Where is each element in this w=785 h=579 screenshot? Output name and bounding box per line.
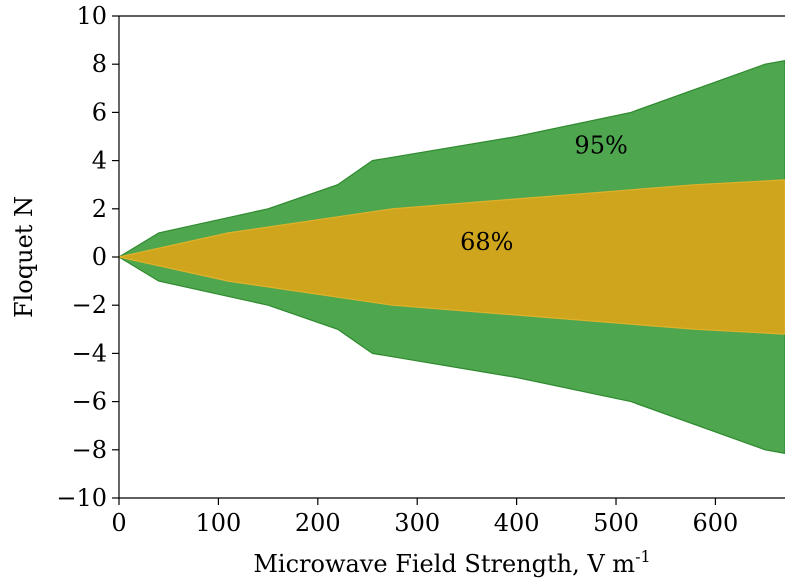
y-axis-label: Floquet N (10, 196, 38, 318)
area-band-68pct (118, 179, 785, 335)
x-tick-label: 200 (295, 509, 341, 537)
y-tick-label: 10 (76, 2, 107, 30)
x-tick-label: 600 (693, 509, 739, 537)
y-tick-label: −6 (72, 388, 107, 416)
y-tick-label: 8 (92, 50, 107, 78)
x-axis-label-superscript: -1 (635, 547, 651, 566)
y-tick-label: 6 (92, 98, 107, 126)
x-tick-label: 400 (494, 509, 540, 537)
y-tick-label: −10 (56, 484, 107, 512)
y-tick-label: −8 (72, 436, 107, 464)
y-tick-label: −4 (72, 339, 107, 367)
y-tick-label: 4 (92, 147, 107, 175)
y-tick-label: −2 (72, 291, 107, 319)
x-axis-label-main: Microwave Field Strength, V m (253, 550, 635, 578)
x-tick-label: 0 (111, 509, 126, 537)
area-layer (117, 59, 785, 455)
x-tick-label: 500 (593, 509, 639, 537)
annotation-95pct: 95% (574, 131, 627, 159)
x-tick-label: 300 (394, 509, 440, 537)
y-tick-label: 0 (92, 243, 107, 271)
annotation-68pct: 68% (460, 228, 513, 256)
x-axis-label: Microwave Field Strength, V m-1 (253, 547, 650, 578)
tick-layer: 0 100 200 300 400 500 600 −10 −8 −6 −4 −2 0 2 4 6 8 10 (56, 2, 738, 537)
x-tick-label: 100 (195, 509, 241, 537)
annotation-layer: 95% 68% (460, 131, 628, 255)
y-tick-label: 2 (92, 195, 107, 223)
